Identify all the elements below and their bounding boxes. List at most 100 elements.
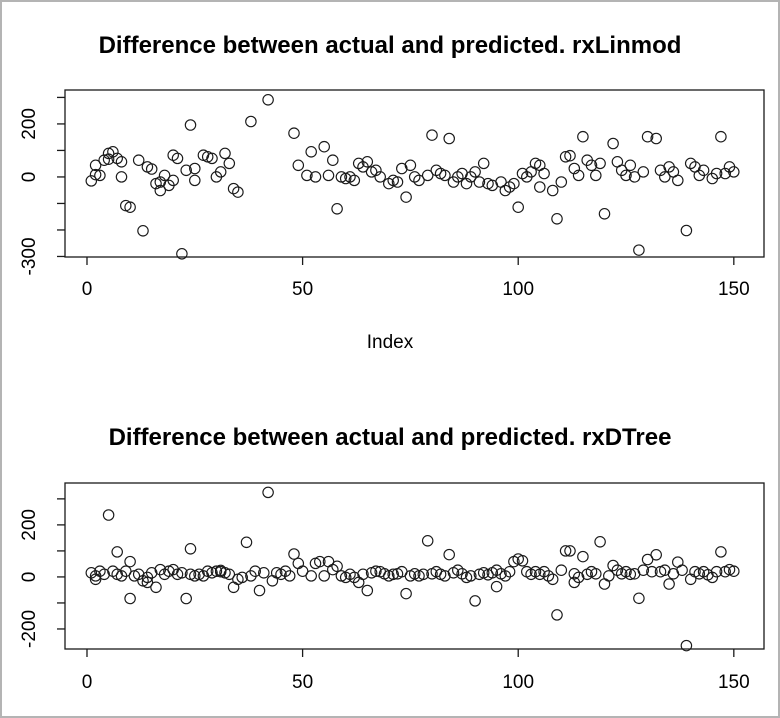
data-point	[258, 567, 270, 579]
data-point	[301, 169, 313, 182]
data-point	[374, 171, 386, 183]
data-point	[538, 565, 550, 578]
y-tick-label: 200	[19, 108, 40, 140]
x-tick-label: 100	[502, 672, 534, 693]
data-point	[641, 130, 654, 143]
data-point	[262, 94, 274, 106]
data-point	[659, 171, 671, 183]
data-point	[710, 167, 723, 180]
data-point	[413, 174, 425, 187]
data-point	[253, 584, 266, 597]
x-axis-label-index: Index	[366, 332, 414, 353]
data-point	[715, 546, 727, 558]
data-point	[115, 156, 128, 168]
data-point	[417, 568, 430, 581]
data-point	[331, 203, 343, 215]
data-point	[331, 560, 343, 573]
data-point	[288, 548, 300, 560]
data-point	[460, 177, 473, 190]
data-point	[89, 159, 102, 172]
data-point	[288, 127, 300, 139]
data-point	[620, 169, 632, 182]
data-point	[120, 565, 132, 577]
data-point	[171, 152, 184, 165]
data-point	[184, 543, 197, 555]
data-point	[314, 555, 326, 568]
data-point	[154, 184, 167, 197]
data-point	[426, 129, 438, 141]
data-point	[559, 151, 572, 163]
data-point	[89, 168, 102, 181]
chart-title-rxdtree: Difference between actual and predicted.…	[108, 424, 672, 451]
data-point	[85, 175, 98, 187]
data-point	[102, 509, 115, 521]
data-point	[94, 169, 106, 182]
x-tick-label: 150	[718, 672, 750, 693]
data-point	[305, 146, 317, 158]
data-point	[594, 157, 606, 170]
data-point	[641, 553, 654, 566]
data-point	[206, 152, 218, 165]
data-point	[370, 164, 382, 177]
data-point	[124, 555, 136, 568]
data-point	[650, 132, 662, 145]
data-point	[296, 565, 309, 577]
data-point	[508, 177, 520, 190]
y-tick-label: -200	[19, 610, 40, 648]
data-point	[538, 167, 550, 180]
data-point	[503, 565, 516, 578]
plot-box	[64, 482, 765, 650]
data-point	[568, 162, 581, 175]
data-point	[512, 201, 524, 213]
data-point	[650, 549, 662, 561]
x-tick-label: 0	[82, 672, 93, 693]
data-point	[223, 568, 236, 581]
data-point	[232, 186, 244, 198]
data-point	[439, 570, 451, 582]
data-point	[305, 570, 317, 582]
data-point	[249, 565, 261, 577]
data-point	[421, 535, 434, 547]
data-point	[236, 571, 248, 584]
data-point	[577, 130, 589, 143]
x-tick-label: 50	[292, 672, 313, 693]
data-point	[672, 174, 684, 187]
data-point	[611, 564, 624, 576]
data-point	[564, 149, 576, 162]
data-point	[555, 176, 568, 188]
data-point	[124, 592, 136, 605]
data-point	[534, 181, 546, 193]
data-point	[262, 486, 274, 499]
data-point	[400, 191, 412, 203]
data-point	[292, 159, 305, 172]
data-point	[245, 115, 257, 128]
data-point	[137, 225, 149, 237]
scatter-plot-rxlinmod: 0 50 100 150 200 0 -300	[19, 89, 765, 300]
data-point	[719, 167, 731, 180]
data-point	[361, 584, 374, 597]
data-point	[715, 130, 727, 143]
data-point	[568, 568, 581, 580]
data-point	[145, 163, 158, 175]
data-point	[348, 174, 361, 187]
data-point	[469, 166, 481, 178]
data-point	[318, 140, 330, 153]
data-point	[499, 184, 512, 197]
data-point	[400, 587, 412, 600]
data-point	[624, 568, 637, 581]
data-point	[559, 545, 572, 557]
data-point	[572, 169, 585, 182]
data-point	[684, 157, 697, 170]
data-point	[697, 164, 710, 177]
chart-title-rxlinmod: Difference between actual and predicted.…	[98, 32, 682, 59]
data-point	[728, 565, 740, 577]
data-point	[361, 156, 374, 168]
data-point	[124, 201, 136, 213]
data-point	[180, 592, 192, 605]
data-point	[421, 169, 434, 182]
data-point	[309, 171, 322, 183]
data-point	[564, 545, 576, 557]
data-point	[646, 565, 658, 578]
data-point	[111, 546, 123, 558]
data-point	[344, 171, 356, 183]
